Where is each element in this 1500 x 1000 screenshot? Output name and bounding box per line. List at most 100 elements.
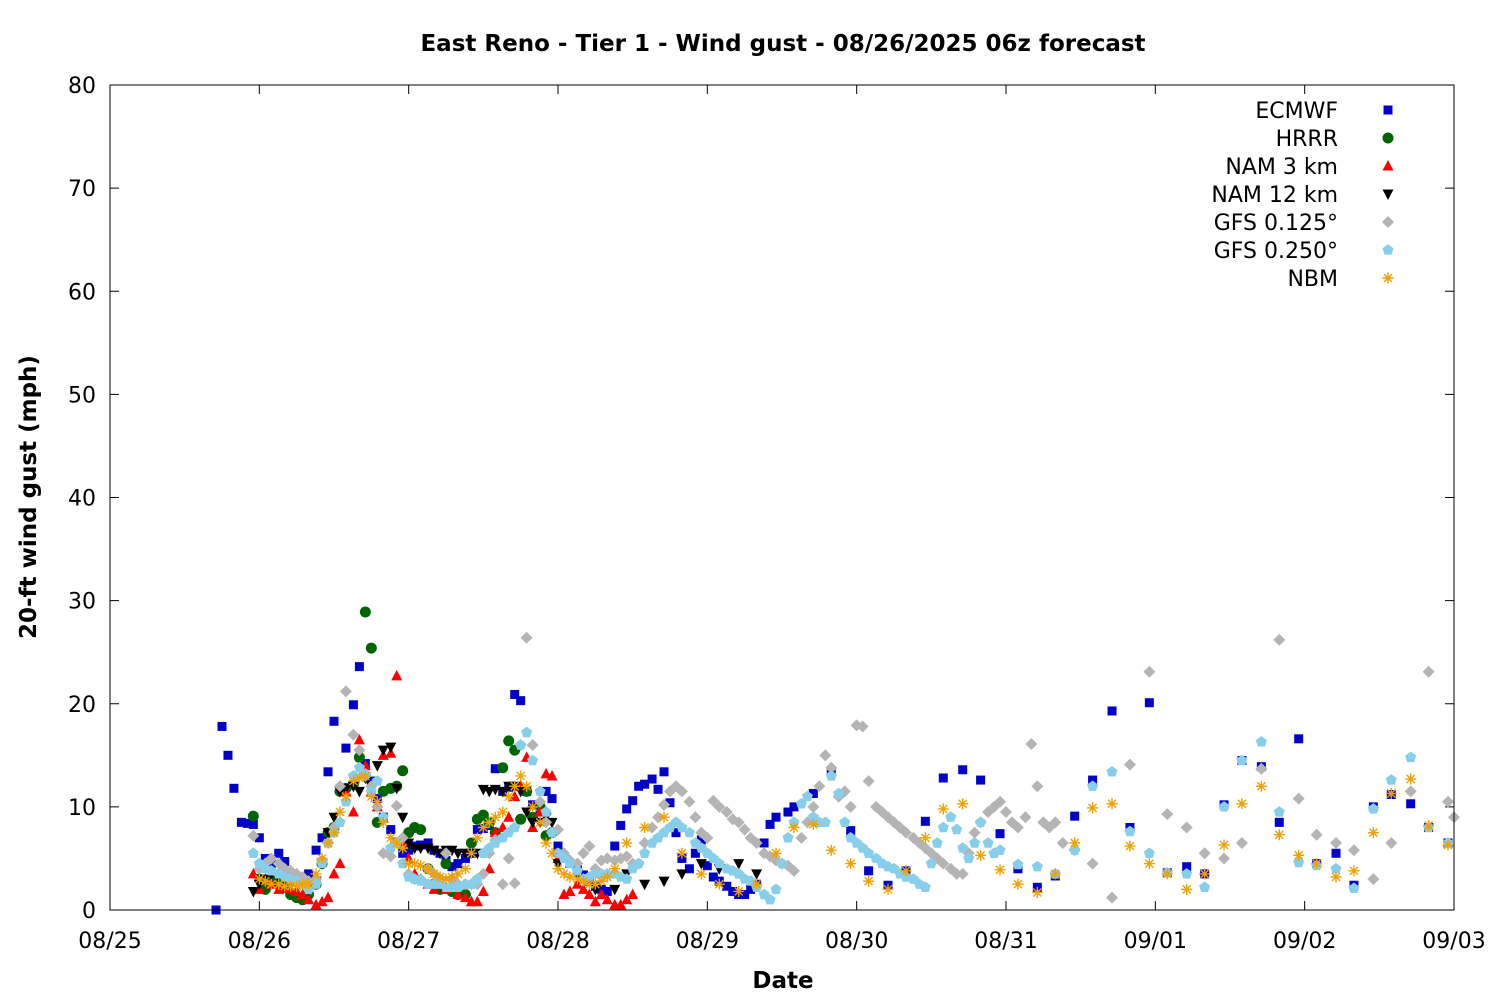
data-point — [471, 832, 483, 844]
data-point — [347, 806, 359, 817]
data-point — [1161, 868, 1173, 880]
data-point — [553, 841, 563, 851]
data-point — [477, 809, 489, 821]
data-point — [639, 847, 651, 858]
data-point — [303, 893, 315, 905]
data-point — [316, 895, 328, 907]
y-tick-label: 20 — [68, 693, 96, 718]
data-point — [957, 798, 969, 810]
data-point — [1011, 821, 1024, 834]
data-point — [509, 790, 521, 802]
data-point — [951, 823, 963, 835]
data-point — [776, 857, 788, 869]
data-point — [534, 795, 547, 808]
data-point — [813, 780, 826, 793]
data-point — [496, 878, 509, 891]
data-point — [864, 866, 874, 876]
data-point — [428, 845, 440, 857]
data-point — [353, 772, 365, 784]
data-point — [440, 873, 452, 885]
data-point — [526, 739, 539, 751]
data-point — [770, 883, 782, 895]
data-point — [291, 880, 303, 892]
data-point — [328, 867, 340, 879]
data-point — [390, 799, 403, 812]
data-point — [403, 858, 415, 870]
data-point — [471, 895, 483, 907]
data-point — [1404, 785, 1417, 798]
data-point — [497, 806, 509, 818]
data-point — [1292, 792, 1305, 805]
data-point — [722, 881, 732, 891]
data-point — [254, 833, 264, 843]
legend: ECMWF HRRR NAM 3 km NAM 12 km GFS 0.125° GFS … — [1211, 99, 1394, 292]
legend-label: NAM 3 km — [1225, 155, 1338, 180]
data-point — [1000, 806, 1012, 819]
data-point — [353, 786, 365, 798]
data-point — [459, 891, 471, 903]
data-point — [1367, 873, 1380, 886]
data-point — [647, 774, 657, 784]
data-point — [1123, 758, 1136, 771]
data-point — [750, 836, 763, 849]
data-point — [937, 803, 949, 815]
data-point — [1086, 857, 1099, 870]
data-point — [665, 798, 675, 808]
data-point — [1070, 811, 1080, 821]
data-point — [938, 773, 948, 783]
data-point — [702, 861, 712, 871]
data-point — [627, 888, 639, 900]
data-point — [453, 859, 463, 869]
data-point — [328, 827, 340, 839]
data-point — [982, 837, 994, 848]
data-point — [583, 878, 595, 890]
data-point — [1385, 836, 1398, 849]
data-point — [515, 770, 527, 782]
data-point — [1385, 787, 1397, 799]
data-point — [447, 862, 457, 872]
data-point — [1348, 865, 1360, 877]
data-point — [640, 779, 650, 789]
data-point — [353, 761, 365, 773]
data-point — [415, 843, 427, 855]
data-point — [969, 837, 981, 848]
data-point — [945, 811, 957, 822]
legend-marker — [1382, 272, 1394, 284]
data-point — [863, 875, 875, 887]
data-point — [521, 780, 533, 792]
x-tick-label: 08/26 — [228, 929, 291, 954]
data-point — [783, 807, 793, 817]
data-point — [676, 847, 688, 859]
data-point — [615, 898, 627, 910]
data-point — [1442, 795, 1455, 808]
data-point — [695, 859, 707, 870]
data-point — [541, 786, 551, 796]
data-point — [428, 868, 440, 880]
data-point — [564, 857, 576, 869]
data-point — [1255, 762, 1268, 775]
y-tick-label: 10 — [68, 796, 96, 821]
data-point — [322, 891, 334, 903]
data-point — [738, 823, 751, 836]
data-point — [676, 869, 688, 880]
data-point — [937, 857, 950, 870]
data-point — [610, 841, 620, 851]
data-point — [1330, 863, 1342, 874]
data-point — [242, 818, 252, 828]
data-point — [1088, 775, 1098, 785]
data-point — [409, 858, 421, 870]
data-point — [713, 800, 726, 813]
data-point — [839, 816, 851, 827]
data-point — [483, 862, 495, 874]
y-tick-label: 80 — [68, 74, 96, 99]
data-point — [247, 810, 259, 822]
data-point — [540, 767, 552, 779]
data-point — [547, 794, 557, 804]
series-6 — [253, 770, 1454, 898]
data-point — [701, 831, 714, 844]
data-point — [733, 885, 745, 897]
data-point — [609, 884, 621, 896]
data-point — [353, 744, 366, 757]
x-tick-label: 08/28 — [526, 929, 589, 954]
data-point — [931, 837, 943, 848]
